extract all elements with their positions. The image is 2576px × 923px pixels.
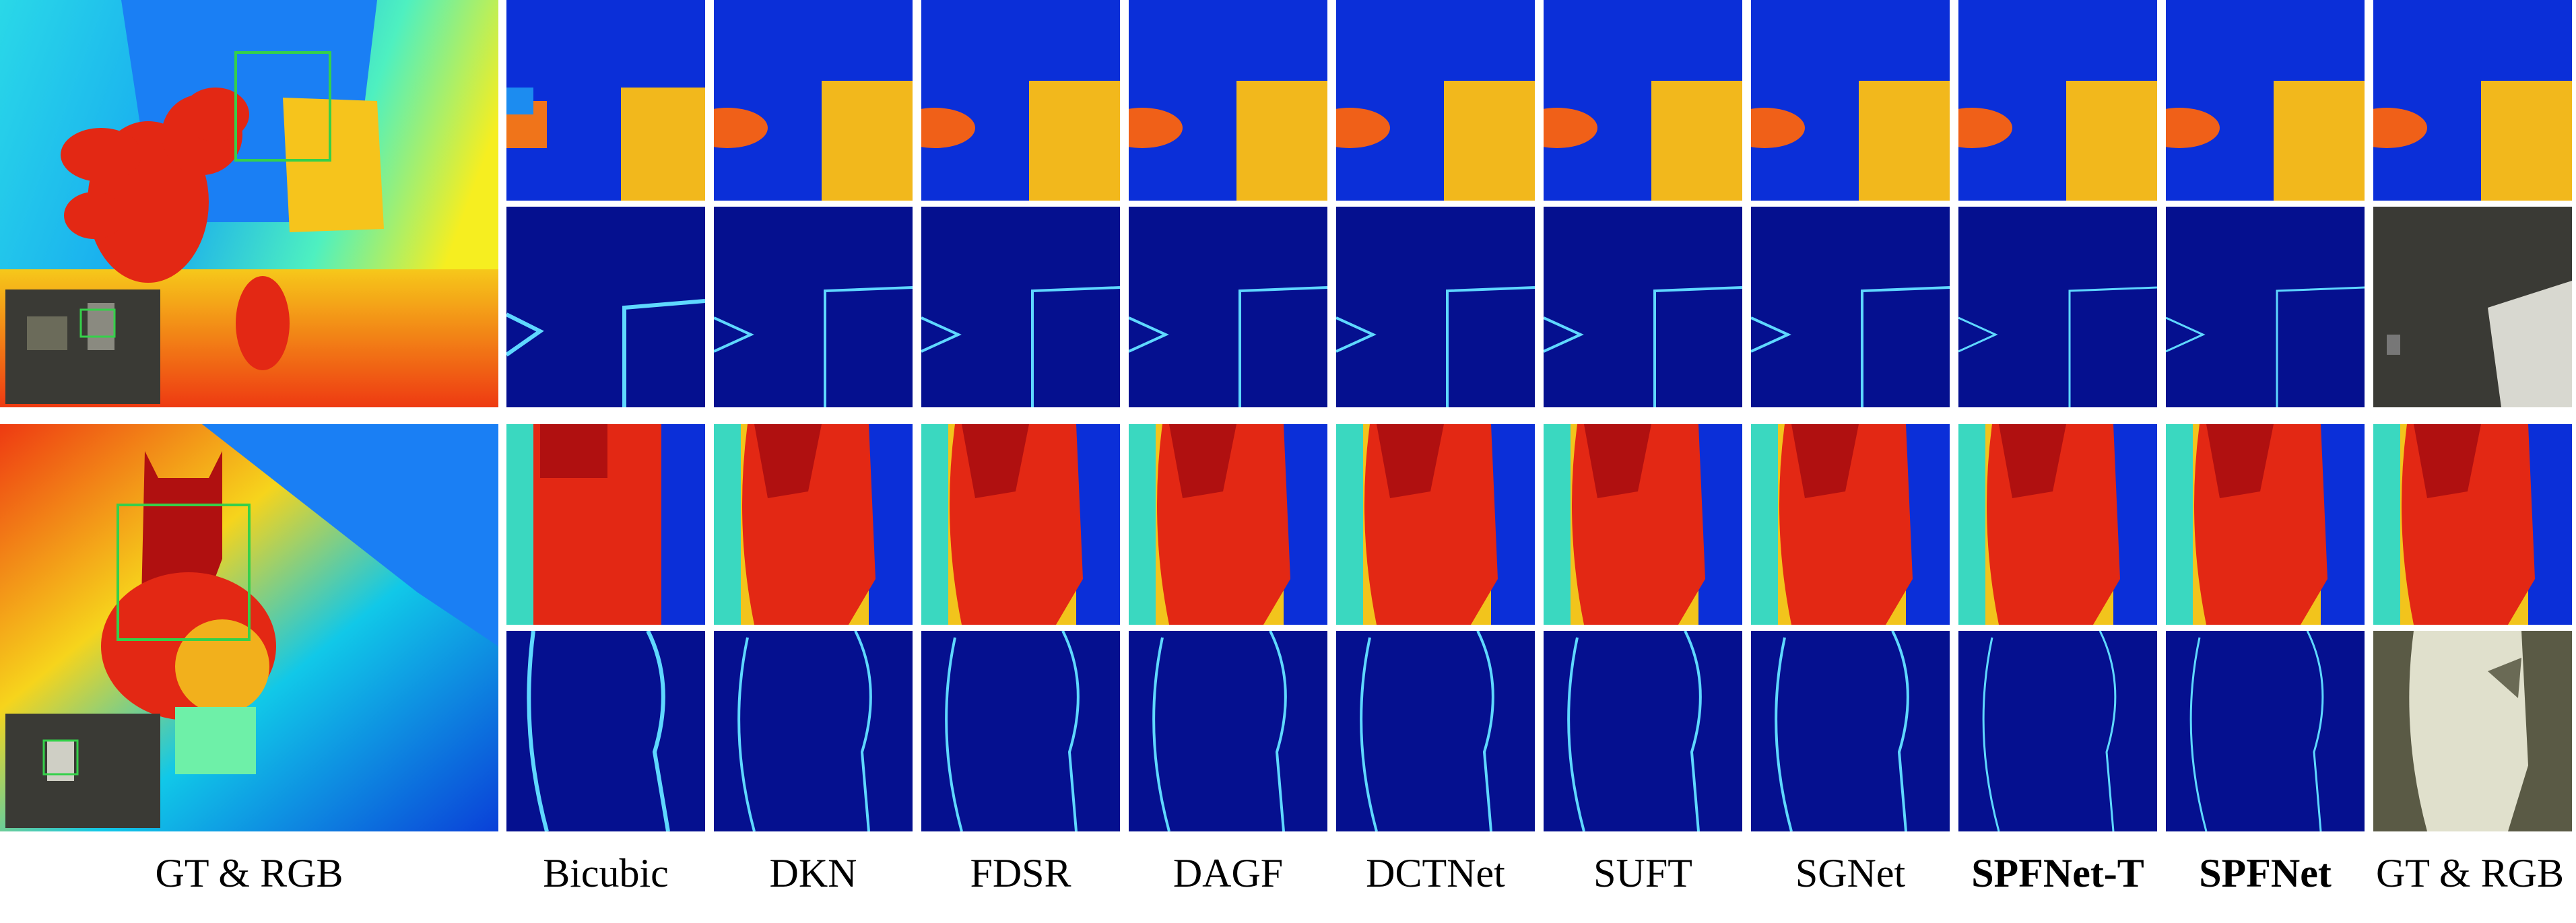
- error-map-suft-1: [1544, 207, 1742, 407]
- error-map-dctnet-2: [1336, 631, 1535, 831]
- error-map-dkn-2: [714, 631, 913, 831]
- depth-tile-fdsr-1: [921, 0, 1120, 201]
- caption-dagf: DAGF: [1173, 851, 1284, 895]
- error-map-fdsr-1: [921, 207, 1120, 407]
- depth-tile-spfnet-t-1: [1958, 0, 2157, 201]
- rgb-crop-1: [2373, 207, 2572, 407]
- error-map-dagf-2: [1129, 631, 1327, 831]
- caption-sgnet: SGNet: [1795, 851, 1906, 895]
- depth-tile-spfnet-t-2: [1958, 424, 2157, 625]
- error-map-sgnet-2: [1751, 631, 1950, 831]
- depth-tile-gt-2: [2373, 424, 2572, 625]
- caption-spfnet: SPFNet: [2199, 851, 2332, 895]
- depth-tile-dagf-1: [1129, 0, 1327, 201]
- error-map-fdsr-2: [921, 631, 1120, 831]
- depth-tile-suft-2: [1544, 424, 1742, 625]
- caption-gt-rgb-right: GT & RGB: [2376, 851, 2564, 895]
- error-map-spfnet-t-1: [1958, 207, 2157, 407]
- depth-tile-suft-1: [1544, 0, 1742, 201]
- caption-bicubic: Bicubic: [543, 851, 669, 895]
- gt-depth-scene-1: [0, 0, 498, 407]
- error-map-dctnet-1: [1336, 207, 1535, 407]
- caption-dctnet: DCTNet: [1366, 851, 1505, 895]
- error-map-sgnet-1: [1751, 207, 1950, 407]
- error-map-spfnet-t-2: [1958, 631, 2157, 831]
- error-map-dkn-1: [714, 207, 913, 407]
- depth-tile-bicubic-2: [506, 424, 705, 625]
- caption-spfnet-t: SPFNet-T: [1971, 851, 2144, 895]
- depth-tile-dkn-1: [714, 0, 913, 201]
- caption-suft: SUFT: [1593, 851, 1692, 895]
- depth-tile-dagf-2: [1129, 424, 1327, 625]
- error-map-spfnet-2: [2166, 631, 2365, 831]
- depth-tile-sgnet-1: [1751, 0, 1950, 201]
- depth-tile-spfnet-1: [2166, 0, 2365, 201]
- depth-tile-fdsr-2: [921, 424, 1120, 625]
- depth-tile-dctnet-2: [1336, 424, 1535, 625]
- depth-tile-dkn-2: [714, 424, 913, 625]
- gt-depth-scene-2: [0, 424, 498, 831]
- depth-tile-spfnet-2: [2166, 424, 2365, 625]
- caption-dkn: DKN: [769, 851, 857, 895]
- error-map-spfnet-1: [2166, 207, 2365, 407]
- error-map-suft-2: [1544, 631, 1742, 831]
- depth-tile-dctnet-1: [1336, 0, 1535, 201]
- error-map-dagf-1: [1129, 207, 1327, 407]
- error-map-bicubic-1: [506, 207, 705, 407]
- error-map-bicubic-2: [506, 631, 705, 831]
- depth-tile-sgnet-2: [1751, 424, 1950, 625]
- caption-fdsr: FDSR: [970, 851, 1071, 895]
- caption-gt-rgb: GT & RGB: [155, 851, 343, 895]
- depth-tile-bicubic-1: [506, 0, 705, 201]
- rgb-crop-2: [2373, 631, 2572, 831]
- depth-tile-gt-1: [2373, 0, 2572, 201]
